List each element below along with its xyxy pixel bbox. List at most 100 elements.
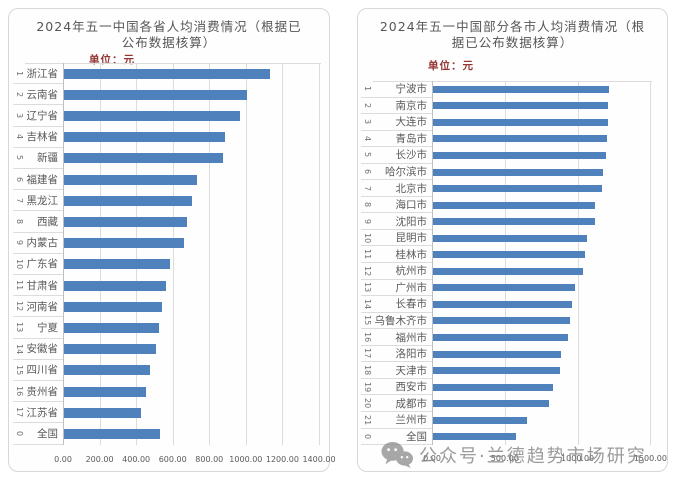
rank-label: 21 bbox=[363, 414, 372, 425]
x-axis-tick-label: 1400.00 bbox=[302, 455, 336, 464]
rank-label: 13 bbox=[363, 282, 372, 293]
bar bbox=[64, 344, 157, 355]
row-label-cell: 6 哈尔滨市 bbox=[361, 164, 432, 181]
row-label-cell: 17 洛阳市 bbox=[361, 346, 432, 363]
rank-label: 0 bbox=[15, 430, 24, 437]
category-label: 内蒙古 bbox=[26, 237, 59, 250]
rank-label: 16 bbox=[363, 331, 372, 343]
category-label: 哈尔滨市 bbox=[385, 166, 427, 179]
x-axis-tick-label: 1500.00 bbox=[633, 454, 667, 463]
rank-label: 3 bbox=[15, 112, 24, 119]
province-chart-plot-area: 0.00 200.00 400.00 600.00 800.00 1000.00 1200.… bbox=[9, 9, 336, 471]
row-label-cell: 7 黑龙江 bbox=[13, 190, 63, 212]
category-label: 长春市 bbox=[395, 298, 428, 311]
gridline bbox=[172, 63, 174, 445]
rank-label: 15 bbox=[363, 315, 372, 326]
category-label: 西安市 bbox=[395, 381, 428, 394]
bar bbox=[64, 68, 270, 79]
category-label: 吉林省 bbox=[26, 131, 59, 144]
row-label-cell: 2 云南省 bbox=[13, 84, 63, 106]
row-label-cell: 17 江苏省 bbox=[13, 402, 63, 424]
bar bbox=[64, 323, 160, 333]
rank-label: 3 bbox=[363, 119, 372, 125]
rank-label: 2 bbox=[363, 102, 372, 108]
bar bbox=[433, 317, 570, 325]
row-label-cell: 9 沈阳市 bbox=[361, 213, 432, 230]
plot-top-border bbox=[373, 81, 653, 82]
bar bbox=[64, 217, 187, 227]
category-label: 南京市 bbox=[395, 99, 428, 112]
row-label-cell: 10 广东省 bbox=[13, 254, 63, 275]
bar bbox=[433, 85, 610, 93]
bar bbox=[433, 334, 569, 342]
gridline bbox=[136, 63, 138, 445]
category-label: 宁夏 bbox=[37, 321, 58, 334]
bar bbox=[433, 433, 516, 441]
bar bbox=[64, 195, 192, 206]
x-axis-tick-label: 400.00 bbox=[122, 455, 151, 464]
category-axis-line bbox=[63, 63, 64, 445]
category-label: 广州市 bbox=[395, 281, 428, 294]
rank-label: 6 bbox=[363, 168, 372, 175]
row-label-cell: 6 福建省 bbox=[13, 169, 63, 191]
row-label-cell: 12 河南省 bbox=[13, 296, 63, 318]
row-label-cell: 16 福州市 bbox=[361, 329, 432, 346]
bar bbox=[64, 429, 160, 439]
category-label: 云南省 bbox=[26, 88, 59, 101]
city-consumption-chart: 2024年五一中国部分各市人均消费情况（根 据已公布数据核算） 单位：元 0.0… bbox=[357, 8, 668, 472]
category-label: 贵州省 bbox=[26, 385, 59, 398]
rank-label: 4 bbox=[15, 134, 24, 140]
category-label: 洛阳市 bbox=[395, 348, 428, 361]
chart-title: 2024年五一中国各省人均消费情况（根据已 公布数据核算） bbox=[9, 19, 329, 51]
category-label: 北京市 bbox=[395, 182, 428, 195]
x-axis-tick-label: 1200.00 bbox=[265, 455, 299, 464]
category-label: 西藏 bbox=[37, 215, 58, 228]
rank-label: 8 bbox=[15, 218, 24, 225]
category-axis-line bbox=[432, 81, 433, 446]
bar bbox=[433, 201, 596, 209]
unit-label: 单位：元 bbox=[428, 60, 474, 72]
rank-label: 19 bbox=[363, 381, 372, 392]
row-label-cell: 14 安徽省 bbox=[13, 339, 63, 360]
bar bbox=[64, 89, 247, 100]
category-label: 乌鲁木齐市 bbox=[374, 314, 428, 327]
bar bbox=[433, 300, 573, 308]
province-consumption-chart: 2024年五一中国各省人均消费情况（根据已 公布数据核算） 单位：元 0.00 2… bbox=[8, 8, 336, 472]
row-label-cell: 0 全国 bbox=[361, 429, 432, 446]
category-label: 宁波市 bbox=[395, 83, 428, 96]
category-label: 福建省 bbox=[26, 173, 59, 186]
row-label-cell: 21 兰州市 bbox=[361, 412, 432, 429]
chart-title: 2024年五一中国部分各市人均消费情况（根 据已公布数据核算） bbox=[358, 19, 667, 51]
category-label: 浙江省 bbox=[26, 67, 59, 80]
row-label-cell: 5 长沙市 bbox=[361, 147, 432, 164]
rank-label: 8 bbox=[363, 202, 372, 208]
category-label: 杭州市 bbox=[395, 265, 428, 278]
gridline bbox=[282, 63, 284, 445]
bar bbox=[64, 259, 171, 270]
category-label: 昆明市 bbox=[395, 232, 428, 245]
bar bbox=[433, 135, 607, 143]
row-label-cell: 2 南京市 bbox=[361, 98, 432, 115]
category-label: 全国 bbox=[406, 430, 427, 443]
row-label-cell: 19 西安市 bbox=[361, 379, 432, 396]
chart-title-line2: 公布数据核算） bbox=[121, 35, 217, 50]
rank-label: 13 bbox=[15, 322, 24, 333]
category-label: 成都市 bbox=[395, 397, 428, 410]
rank-label: 20 bbox=[363, 398, 372, 409]
category-label: 甘肃省 bbox=[26, 279, 59, 292]
category-label: 新疆 bbox=[37, 152, 58, 165]
row-label-cell: 14 长春市 bbox=[361, 296, 432, 313]
chart-title-line1: 2024年五一中国部分各市人均消费情况（根 bbox=[379, 19, 646, 34]
category-label: 大连市 bbox=[395, 116, 428, 129]
row-label-cell: 11 桂林市 bbox=[361, 247, 432, 264]
category-label: 福州市 bbox=[395, 331, 428, 344]
bar bbox=[433, 383, 554, 391]
rank-label: 10 bbox=[15, 258, 24, 269]
row-label-cell: 15 乌鲁木齐市 bbox=[361, 313, 432, 330]
category-label: 四川省 bbox=[26, 364, 59, 377]
bar bbox=[64, 386, 147, 397]
category-label: 天津市 bbox=[395, 364, 428, 377]
bar bbox=[433, 367, 560, 375]
rank-label: 5 bbox=[363, 152, 372, 158]
rank-label: 2 bbox=[15, 91, 24, 97]
